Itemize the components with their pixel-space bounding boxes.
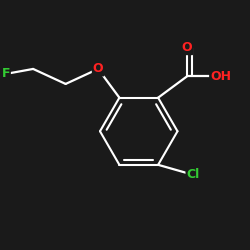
Text: F: F xyxy=(2,68,10,80)
Text: O: O xyxy=(182,41,192,54)
Text: Cl: Cl xyxy=(186,168,200,181)
Text: O: O xyxy=(93,62,104,76)
Text: OH: OH xyxy=(210,70,231,83)
